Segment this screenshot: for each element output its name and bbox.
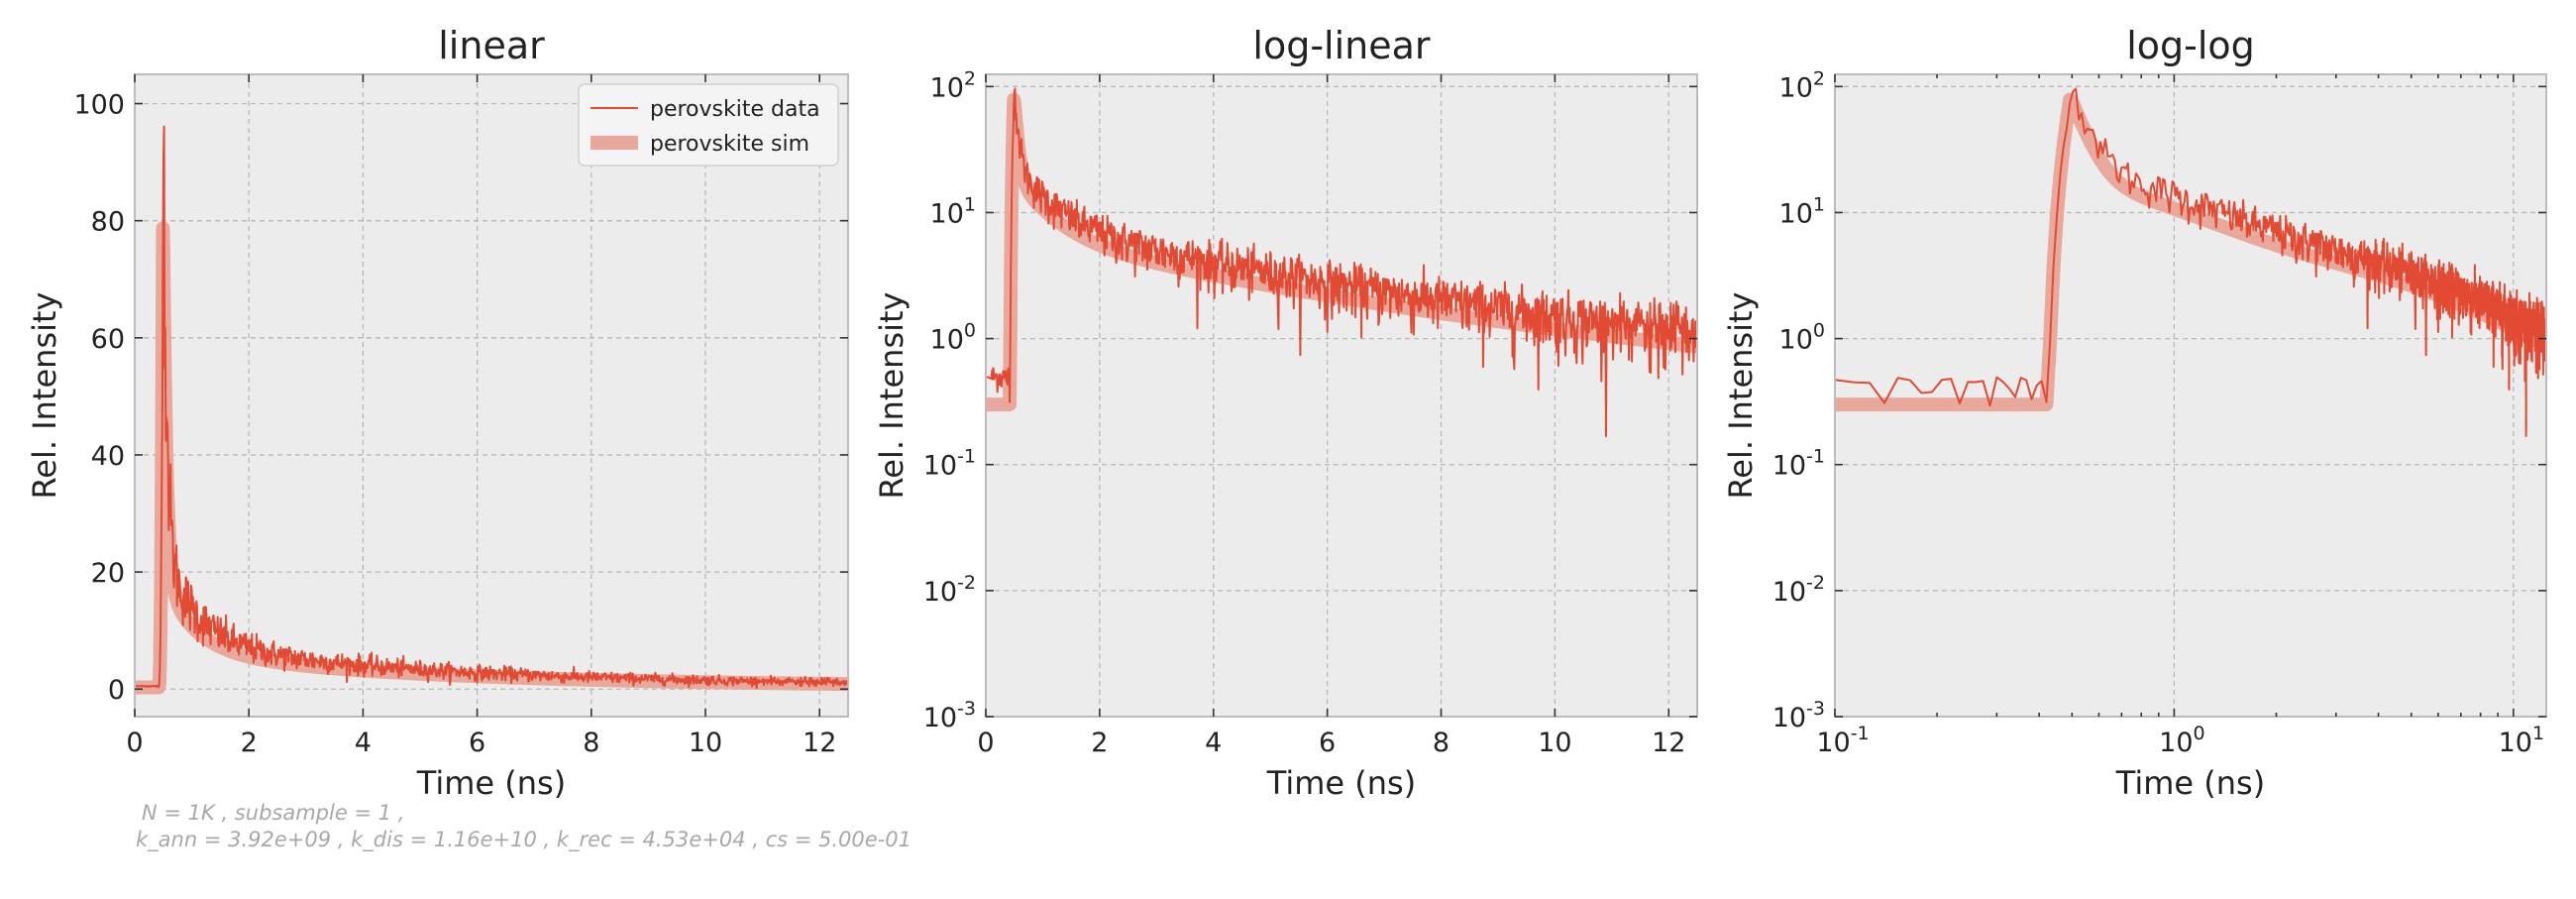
y-tick-label: 40 xyxy=(91,441,125,472)
data-series-line xyxy=(135,125,848,690)
x-tick-label: 10-1 xyxy=(1816,723,1869,758)
y-tick-label: 10-1 xyxy=(923,446,976,482)
data-series-line xyxy=(1835,87,2546,437)
y-tick-label: 101 xyxy=(930,193,976,229)
legend-label: perovskite sim xyxy=(650,132,809,157)
x-tick-label: 10 xyxy=(1538,728,1571,758)
y-tick-label: 20 xyxy=(91,558,125,589)
data-series-line xyxy=(986,87,1697,437)
axes-frame xyxy=(985,73,1698,718)
x-axis-label: Time (ns) xyxy=(416,764,566,802)
parameter-note-line-1: N = 1K , subsample = 1 , xyxy=(142,801,404,825)
x-axis-label: Time (ns) xyxy=(1266,764,1416,802)
tick-marks xyxy=(985,74,1697,718)
x-tick-label: 4 xyxy=(1205,728,1222,758)
x-tick-label: 101 xyxy=(2499,723,2544,758)
x-tick-label: 2 xyxy=(241,728,258,758)
y-tick-label: 10-3 xyxy=(1772,698,1825,733)
legend-box xyxy=(578,83,839,167)
data-layer xyxy=(135,125,848,695)
x-tick-label: 8 xyxy=(1433,728,1449,758)
y-tick-label: 80 xyxy=(91,207,125,238)
panel-title: log-linear xyxy=(1252,24,1431,67)
panel-linear: 0 2 4 6 8 10 12 0 20 40 60 80 100 linear Time (ns) Rel.… xyxy=(26,24,849,802)
x-tick-label: 12 xyxy=(803,728,836,758)
x-tick-label: 4 xyxy=(355,728,372,758)
y-axis-label: Rel. Intensity xyxy=(1722,292,1760,500)
axes-frame xyxy=(134,73,849,718)
plot-area xyxy=(986,74,1697,717)
panel-log-log: 10-1 100 101 10-3 10-2 10-1 100 101 102 log-log Ti… xyxy=(1722,24,2547,802)
y-tick-label: 60 xyxy=(91,324,125,355)
y-axis-label: Rel. Intensity xyxy=(873,292,911,500)
y-tick-label: 101 xyxy=(1779,193,1825,229)
plot-area xyxy=(135,74,848,717)
x-tick-label: 0 xyxy=(977,728,994,758)
panel-log-linear: 0 2 4 6 8 10 12 10-3 10-2 10-1 100 101 102 log-linear… xyxy=(873,24,1698,802)
y-tick-label: 10-1 xyxy=(1772,446,1825,482)
data-layer xyxy=(986,87,1697,437)
y-axis-label: Rel. Intensity xyxy=(26,292,63,500)
axes-frame xyxy=(1834,73,2547,718)
x-tick-label: 8 xyxy=(583,728,599,758)
panel-title: log-log xyxy=(2126,24,2255,67)
legend-label: perovskite data xyxy=(650,97,820,122)
panel-title: linear xyxy=(438,24,545,67)
parameter-note-line-2: k_ann = 3.92e+09 , k_dis = 1.16e+10 , k_… xyxy=(136,828,912,852)
y-tick-label: 100 xyxy=(73,90,125,121)
x-tick-label: 6 xyxy=(1319,728,1336,758)
y-tick-label: 10-3 xyxy=(923,698,976,733)
gridlines xyxy=(134,74,848,717)
x-tick-label: 0 xyxy=(126,728,143,758)
y-tick-label: 0 xyxy=(108,675,125,706)
y-tick-label: 10-2 xyxy=(1772,572,1825,608)
x-axis-label: Time (ns) xyxy=(2115,764,2265,802)
x-tick-label: 12 xyxy=(1652,728,1685,758)
y-tick-label: 10-2 xyxy=(923,572,976,608)
data-layer xyxy=(1835,87,2546,437)
tick-marks xyxy=(1834,74,2546,718)
y-tick-label: 100 xyxy=(1779,320,1825,356)
y-tick-label: 102 xyxy=(930,67,976,103)
legend: perovskite data perovskite sim xyxy=(578,83,839,167)
plot-area xyxy=(1835,74,2546,717)
x-tick-label: 6 xyxy=(469,728,485,758)
y-tick-label: 102 xyxy=(1779,67,1825,103)
x-tick-label: 10 xyxy=(689,728,722,758)
x-tick-label: 2 xyxy=(1091,728,1108,758)
tick-marks xyxy=(134,74,848,717)
x-tick-label: 100 xyxy=(2159,723,2204,758)
y-tick-label: 100 xyxy=(930,320,976,356)
